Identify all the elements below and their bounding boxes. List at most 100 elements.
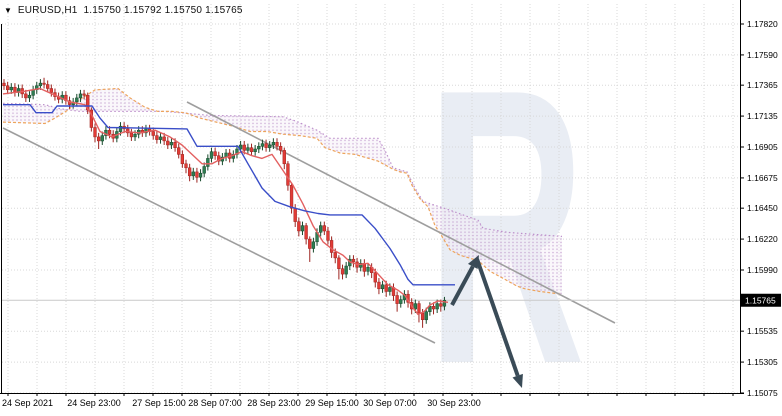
candlestick: [82, 93, 86, 96]
time-axis[interactable]: 24 Sep 2021 24 Sep 23:00 27 Sep 15:00 28 Se…: [2, 398, 481, 408]
candlestick: [253, 148, 257, 152]
time-label: 29 Sep 15:00: [305, 398, 359, 408]
price-label: 1.16450: [747, 203, 778, 213]
candlestick: [399, 299, 403, 304]
candlestick: [198, 172, 203, 178]
candlestick: [246, 147, 250, 151]
candlestick: [417, 303, 421, 314]
candlestick: [311, 241, 316, 249]
axes-frame: [0, 0, 744, 396]
candlestick: [439, 303, 443, 307]
candlestick: [413, 303, 417, 310]
senkou-span-a-line: [2, 102, 563, 237]
candlestick: [380, 284, 385, 290]
kijun-sen-line: [3, 103, 455, 286]
candlestick: [435, 303, 439, 310]
candlestick: [428, 306, 432, 312]
candlestick: [202, 166, 206, 174]
grid: [2, 4, 740, 394]
time-label: 30 Sep 07:00: [363, 398, 417, 408]
price-label: 1.17820: [747, 19, 778, 29]
candlestick: [395, 295, 399, 304]
candlestick: [162, 136, 166, 142]
price-label: 1.16905: [747, 142, 778, 152]
forecast-arrow-shaft[interactable]: [450, 265, 475, 306]
candlesticks: [2, 77, 447, 328]
candlestick: [278, 146, 283, 151]
candlestick: [282, 150, 286, 165]
ohlc-values-label: 1.15750 1.15792 1.15750 1.15765: [83, 5, 243, 16]
candlestick: [27, 94, 32, 99]
forecast-arrow-head[interactable]: [467, 255, 479, 270]
channel-upper-trendline[interactable]: [186, 101, 616, 324]
candlestick: [93, 127, 97, 138]
candlestick: [217, 155, 221, 162]
candlestick: [242, 144, 246, 151]
chart-title-bar: ▼ EURUSD,H1 1.15750 1.15792 1.15750 1.15…: [4, 5, 243, 16]
candlestick: [289, 185, 294, 209]
tenkan-sen-line: [2, 87, 449, 316]
candlestick: [366, 267, 370, 272]
candlestick: [158, 136, 163, 140]
candlestick: [133, 133, 137, 138]
candlestick: [319, 225, 323, 233]
candlestick: [177, 147, 181, 155]
candlestick: [264, 143, 268, 148]
candlestick: [249, 147, 254, 152]
candlestick: [166, 140, 170, 146]
candlestick: [300, 225, 305, 232]
candlestick: [329, 240, 334, 253]
channel-lower-trendline[interactable]: [2, 127, 436, 344]
candlestick: [373, 272, 377, 283]
candlestick: [129, 132, 134, 138]
price-label: 1.16220: [747, 234, 778, 244]
candlestick: [275, 142, 279, 147]
candlestick: [100, 135, 104, 142]
candlestick: [213, 151, 217, 156]
candlestick: [180, 154, 185, 165]
forecast-arrow-head[interactable]: [512, 373, 523, 388]
candlestick: [424, 311, 428, 321]
candlestick: [35, 85, 39, 91]
candlestick: [184, 163, 188, 169]
candlestick: [126, 128, 130, 134]
symbol-dropdown-icon[interactable]: ▼: [4, 5, 12, 15]
price-label: 1.15535: [747, 326, 778, 336]
candlestick: [377, 281, 381, 290]
price-label: 1.17590: [747, 50, 778, 60]
candlestick: [420, 312, 425, 320]
candlestick: [384, 284, 388, 292]
senkou-span-b-line: [2, 87, 563, 295]
time-label: 28 Sep 23:00: [247, 398, 301, 408]
candlestick: [293, 207, 297, 222]
candlestick: [271, 142, 276, 146]
candlestick: [169, 142, 174, 146]
candlestick: [155, 135, 159, 140]
candlestick: [351, 258, 356, 263]
candlestick: [191, 171, 195, 177]
candlestick: [78, 93, 83, 99]
candlestick: [187, 167, 192, 177]
candlestick: [297, 221, 301, 232]
candlestick: [75, 97, 79, 103]
candlestick: [173, 142, 177, 148]
candlestick: [31, 89, 35, 96]
candlestick: [322, 225, 326, 232]
price-axis[interactable]: 1.17820 1.17590 1.17365 1.17135 1.16905 1.166…: [740, 19, 781, 398]
forecast-arrow-shaft[interactable]: [475, 258, 520, 377]
candlestick: [9, 86, 13, 91]
price-label: 1.15305: [747, 357, 778, 367]
time-label: 24 Sep 23:00: [67, 398, 121, 408]
candlestick: [359, 263, 363, 268]
price-label: 1.17135: [747, 111, 778, 121]
candlestick: [42, 82, 46, 85]
candlestick: [2, 82, 6, 87]
current-price-value: 1.15765: [745, 295, 776, 305]
candlestick: [333, 252, 337, 259]
candlestick: [286, 163, 290, 186]
price-label: 1.16675: [747, 173, 778, 183]
candlestick: [89, 109, 94, 128]
candlestick: [49, 88, 53, 93]
